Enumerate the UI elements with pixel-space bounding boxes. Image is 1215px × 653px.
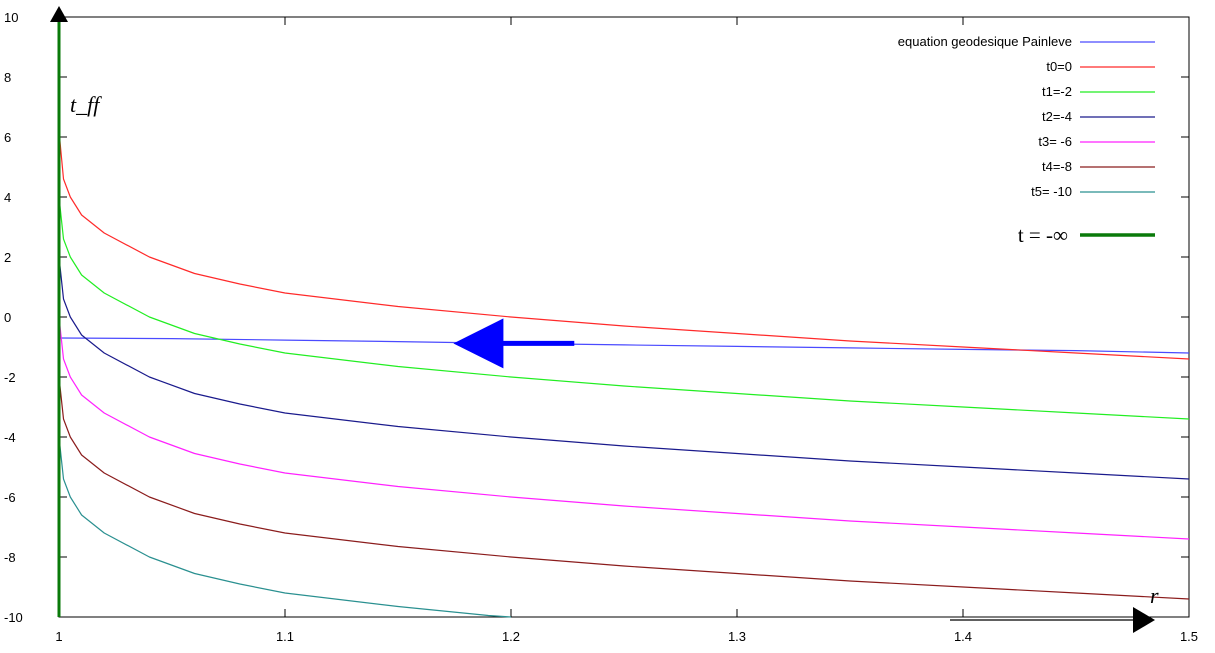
y-tick-label: -10 (4, 610, 23, 625)
y-tick-label: 6 (4, 130, 11, 145)
y-axis-arrowhead (50, 6, 68, 22)
legend-label: t3= -6 (1038, 134, 1072, 149)
x-tick-label: 1.5 (1180, 629, 1198, 644)
series-line-2 (58, 196, 1190, 420)
legend-label: t1=-2 (1042, 84, 1072, 99)
series-line-5 (58, 376, 1190, 600)
x-tick-label: 1.2 (502, 629, 520, 644)
legend: equation geodesique Painleve t0=0 t1=-2 t2=… (898, 34, 1155, 247)
y-tick-label: 4 (4, 190, 11, 205)
y-tick-label: -6 (4, 490, 16, 505)
y-tick-label: -2 (4, 370, 16, 385)
legend-label: t = -∞ (1018, 223, 1068, 247)
legend-label: t0=0 (1046, 59, 1072, 74)
series-line-1 (58, 130, 1190, 360)
x-ticks: 1 1.1 1.2 1.3 1.4 1.5 (55, 17, 1198, 644)
legend-label: t4=-8 (1042, 159, 1072, 174)
legend-label: equation geodesique Painleve (898, 34, 1072, 49)
series-line-3 (58, 256, 1190, 480)
y-tick-label: -8 (4, 550, 16, 565)
series-line-4 (58, 316, 1190, 540)
x-tick-label: 1.4 (954, 629, 972, 644)
y-tick-label: 8 (4, 70, 11, 85)
y-tick-label: -4 (4, 430, 16, 445)
y-tick-label: 2 (4, 250, 11, 265)
y-ticks: 10 8 6 4 2 0 -2 -4 -6 -8 -10 (4, 10, 1189, 625)
y-tick-label: 0 (4, 310, 11, 325)
plot-frame (58, 16, 1190, 618)
x-axis-label: r (1150, 583, 1159, 608)
x-tick-label: 1 (55, 629, 62, 644)
series-lines (57, 17, 1190, 618)
x-tick-label: 1.1 (276, 629, 294, 644)
x-axis-arrowhead (1133, 607, 1155, 633)
y-axis-label: t_ff (70, 92, 102, 117)
legend-label: t5= -10 (1031, 184, 1072, 199)
legend-label: t2=-4 (1042, 109, 1072, 124)
y-tick-label: 10 (4, 10, 18, 25)
x-tick-label: 1.3 (728, 629, 746, 644)
series-line-6 (58, 436, 512, 618)
series-line-0 (58, 337, 1190, 354)
